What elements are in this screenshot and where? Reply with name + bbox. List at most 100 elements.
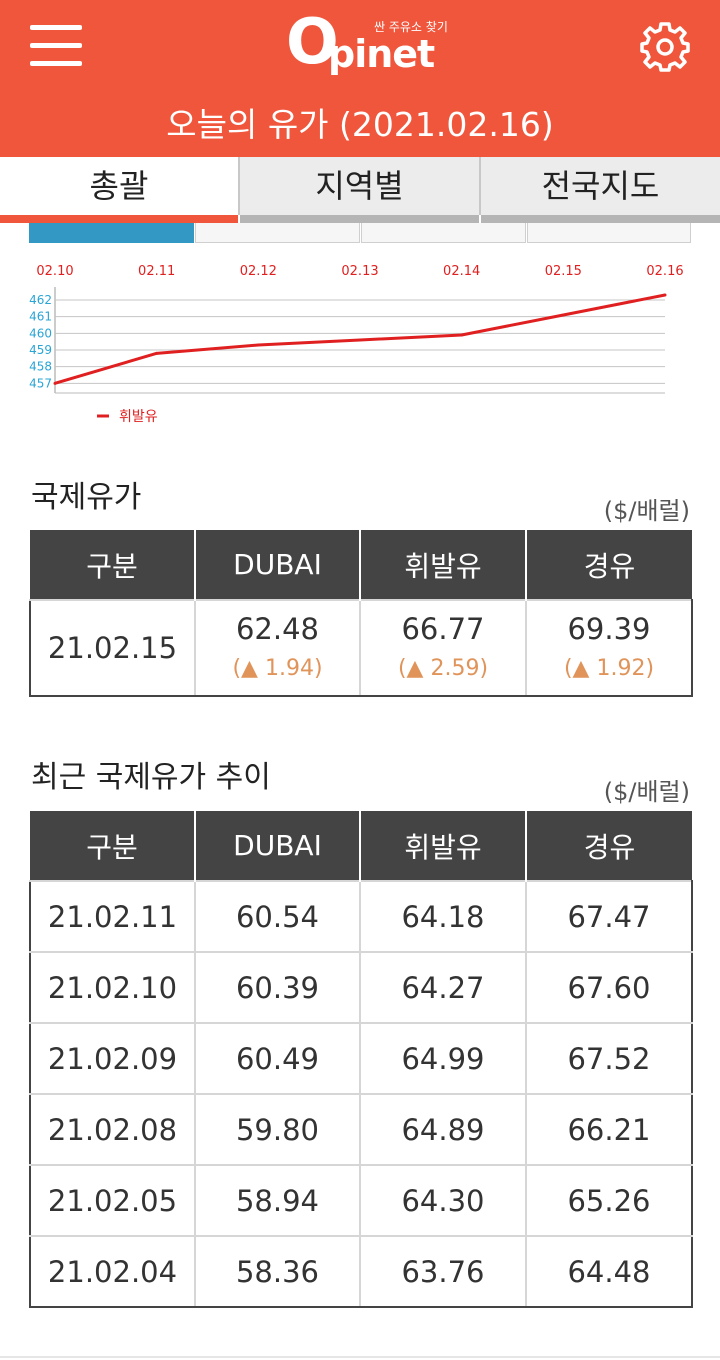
diesel-cell: 66.21 bbox=[525, 1093, 693, 1166]
table-row: 21.02.11 60.54 64.18 67.47 bbox=[29, 880, 693, 953]
x-tick-label: 02.15 bbox=[545, 264, 582, 279]
date-cell: 21.02.10 bbox=[29, 951, 196, 1024]
subtab-2[interactable] bbox=[195, 223, 360, 243]
column-header: 휘발유 bbox=[359, 530, 526, 600]
data-point bbox=[663, 293, 667, 297]
logo-text: pinet bbox=[328, 32, 435, 76]
column-header: DUBAI bbox=[194, 811, 360, 881]
table-row: 21.02.10 60.39 64.27 67.60 bbox=[29, 951, 693, 1024]
gasoline-cell: 64.27 bbox=[359, 951, 527, 1024]
diesel-cell: 65.26 bbox=[525, 1164, 693, 1237]
dubai-cell: 58.36 bbox=[194, 1235, 361, 1308]
data-point bbox=[53, 381, 57, 385]
column-header: DUBAI bbox=[194, 530, 360, 600]
column-header: 경유 bbox=[525, 530, 692, 600]
table-row: 21.02.08 59.80 64.89 66.21 bbox=[29, 1093, 693, 1166]
column-header: 경유 bbox=[525, 811, 692, 881]
intl-price-title: 국제유가 bbox=[31, 480, 142, 515]
dubai-cell: 60.49 bbox=[194, 1022, 361, 1095]
tab-divider bbox=[479, 157, 481, 215]
dubai-cell: 58.94 bbox=[194, 1164, 361, 1237]
y-tick-label: 1,458 bbox=[29, 360, 52, 374]
intl-price-table: 구분 DUBAI 휘발유 경유 21.02.15 62.48 (▲ 1.94) … bbox=[29, 530, 693, 697]
x-tick-label: 02.11 bbox=[138, 264, 175, 279]
diesel-cell: 69.39 (▲ 1.92) bbox=[525, 599, 693, 697]
fuel-subtabs bbox=[29, 223, 691, 243]
table-row: 21.02.15 62.48 (▲ 1.94) 66.77 (▲ 2.59) 6… bbox=[29, 599, 693, 697]
date-cell: 21.02.04 bbox=[29, 1235, 196, 1308]
data-point bbox=[460, 333, 464, 337]
y-tick-label: 1,457 bbox=[29, 376, 52, 390]
gasoline-cell: 63.76 bbox=[359, 1235, 527, 1308]
data-point bbox=[358, 338, 362, 342]
tab-by-region[interactable]: 지역별 bbox=[240, 157, 479, 223]
x-tick-label: 02.14 bbox=[443, 264, 480, 279]
table-row: 21.02.04 58.36 63.76 64.48 bbox=[29, 1235, 693, 1308]
dubai-cell: 60.39 bbox=[194, 951, 361, 1024]
chart-svg: 1,462 1,461 1,460 1,459 1,458 1,457 02.10 02.11… bbox=[18, 264, 684, 425]
trend-unit: ($/배럴) bbox=[603, 778, 690, 806]
data-point bbox=[155, 351, 159, 355]
price-change: (▲ 2.59) bbox=[397, 656, 489, 681]
dubai-cell: 62.48 (▲ 1.94) bbox=[194, 599, 361, 697]
tab-national-map[interactable]: 전국지도 bbox=[481, 157, 720, 223]
table-row: 21.02.09 60.49 64.99 67.52 bbox=[29, 1022, 693, 1095]
price-value: 66.77 bbox=[401, 612, 485, 646]
app-header: O pinet 싼 주유소 찾기 오늘의 유가 (2021.02.16) bbox=[0, 0, 720, 157]
diesel-cell: 67.52 bbox=[525, 1022, 693, 1095]
x-tick-label: 02.13 bbox=[341, 264, 378, 279]
diesel-cell: 64.48 bbox=[525, 1235, 693, 1308]
table-row: 21.02.05 58.94 64.30 65.26 bbox=[29, 1164, 693, 1237]
price-value: 62.48 bbox=[235, 612, 320, 646]
x-tick-label: 02.16 bbox=[646, 264, 683, 279]
price-value: 69.39 bbox=[567, 612, 651, 646]
subtab-1[interactable] bbox=[29, 223, 194, 243]
date-cell: 21.02.05 bbox=[29, 1164, 196, 1237]
y-tick-label: 1,459 bbox=[29, 343, 52, 357]
subtab-4[interactable] bbox=[527, 223, 691, 243]
date-cell: 21.02.15 bbox=[29, 599, 196, 697]
intl-price-unit: ($/배럴) bbox=[603, 497, 690, 525]
y-tick-label: 1,460 bbox=[29, 326, 52, 340]
gasoline-cell: 66.77 (▲ 2.59) bbox=[359, 599, 527, 697]
tab-divider bbox=[238, 157, 240, 215]
date-cell: 21.02.08 bbox=[29, 1093, 196, 1166]
column-header: 휘발유 bbox=[359, 811, 526, 881]
date-cell: 21.02.11 bbox=[29, 880, 196, 953]
x-tick-label: 02.12 bbox=[240, 264, 277, 279]
subtab-3[interactable] bbox=[361, 223, 526, 243]
y-tick-label: 1,461 bbox=[29, 310, 52, 324]
gasoline-cell: 64.89 bbox=[359, 1093, 527, 1166]
gasoline-price-chart: 1,462 1,461 1,460 1,459 1,458 1,457 02.10 02.11… bbox=[18, 255, 693, 435]
table-header-row: 구분 DUBAI 휘발유 경유 bbox=[30, 530, 692, 600]
x-tick-label: 02.10 bbox=[36, 264, 73, 279]
logo-letter-o: O bbox=[286, 5, 339, 78]
data-point bbox=[256, 343, 260, 347]
page-title: 오늘의 유가 (2021.02.16) bbox=[166, 105, 554, 144]
date-cell: 21.02.09 bbox=[29, 1022, 196, 1095]
main-tabs: 총괄 지역별 전국지도 bbox=[0, 157, 720, 223]
page-bottom-divider bbox=[0, 1356, 720, 1358]
data-point bbox=[561, 313, 565, 317]
diesel-cell: 67.60 bbox=[525, 951, 693, 1024]
gear-icon[interactable] bbox=[638, 20, 692, 74]
logo-tagline: 싼 주유소 찾기 bbox=[374, 20, 448, 34]
dubai-cell: 59.80 bbox=[194, 1093, 361, 1166]
legend-label: 휘발유 bbox=[119, 409, 158, 425]
price-change: (▲ 1.92) bbox=[563, 656, 655, 681]
column-header: 구분 bbox=[30, 530, 195, 600]
menu-icon[interactable] bbox=[30, 25, 82, 67]
dubai-cell: 60.54 bbox=[194, 880, 361, 953]
tab-summary[interactable]: 총괄 bbox=[0, 157, 238, 223]
trend-title: 최근 국제유가 추이 bbox=[31, 760, 271, 795]
y-tick-label: 1,462 bbox=[29, 293, 52, 307]
table-header-row: 구분 DUBAI 휘발유 경유 bbox=[30, 811, 692, 881]
gasoline-cell: 64.18 bbox=[359, 880, 527, 953]
opinet-logo[interactable]: O pinet 싼 주유소 찾기 bbox=[286, 6, 448, 80]
trend-table: 구분 DUBAI 휘발유 경유 21.02.11 60.54 64.18 67.… bbox=[29, 811, 693, 1308]
price-change: (▲ 1.94) bbox=[232, 656, 323, 681]
column-header: 구분 bbox=[30, 811, 195, 881]
gasoline-cell: 64.30 bbox=[359, 1164, 527, 1237]
gasoline-cell: 64.99 bbox=[359, 1022, 527, 1095]
diesel-cell: 67.47 bbox=[525, 880, 693, 953]
